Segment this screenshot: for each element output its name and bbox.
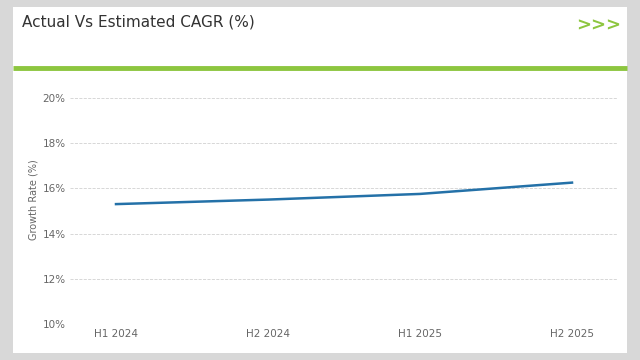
Text: Actual Vs Estimated CAGR (%): Actual Vs Estimated CAGR (%) bbox=[22, 14, 255, 30]
Y-axis label: Growth Rate (%): Growth Rate (%) bbox=[28, 159, 38, 240]
Text: >>>: >>> bbox=[576, 16, 621, 34]
